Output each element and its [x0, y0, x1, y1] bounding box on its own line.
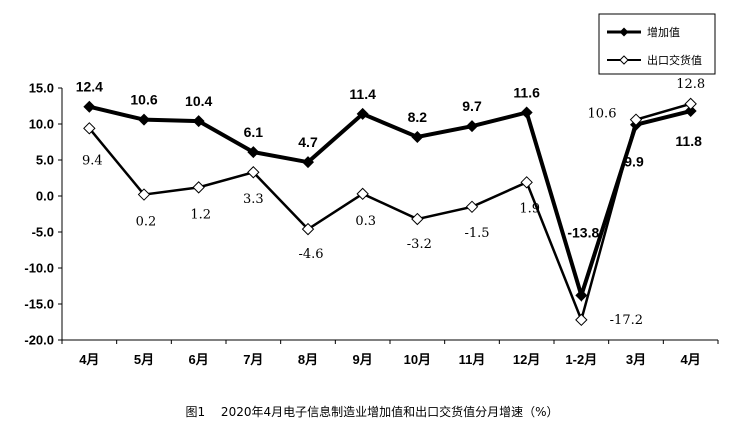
series-2-point — [137, 188, 151, 201]
series-2-data-label: 10.6 — [588, 107, 617, 122]
legend-box — [598, 13, 716, 75]
y-tick-label: -5.0 — [32, 225, 54, 240]
y-tick-label: 0.0 — [36, 189, 54, 204]
x-tick-label: 11月 — [459, 352, 486, 367]
y-tick-label: -20.0 — [24, 333, 54, 348]
series-1-data-label: 10.4 — [185, 93, 212, 109]
series-2-point — [684, 97, 697, 111]
legend-marker-series-2 — [619, 55, 629, 65]
series-2-point — [465, 200, 479, 214]
y-tick-label: 15.0 — [29, 81, 54, 96]
x-tick-label: 4月 — [681, 352, 701, 367]
series-2-point — [247, 166, 260, 179]
series-1-point — [575, 289, 588, 302]
series-2-data-label: 0.2 — [136, 215, 157, 230]
x-tick-label: 5月 — [134, 352, 154, 367]
x-tick-label: 12月 — [513, 352, 540, 367]
series-1-point — [138, 113, 150, 126]
series-1-data-label: 4.7 — [298, 134, 318, 150]
series-2-data-label: -4.6 — [298, 247, 323, 262]
series-1-data-label: 11.6 — [513, 84, 540, 100]
legend-label-series-1: 增加值 — [647, 25, 680, 39]
series-1-data-label: 12.4 — [76, 79, 103, 95]
series-2-point — [192, 181, 205, 194]
x-tick-label: 7月 — [243, 352, 263, 367]
x-tick-label: 9月 — [353, 352, 373, 367]
series-1-data-label: 11.8 — [675, 133, 702, 149]
series-1-point — [684, 105, 697, 118]
series-1-point — [411, 130, 424, 143]
series-1-point — [247, 146, 260, 159]
series-2-point — [520, 176, 533, 189]
series-2-point — [575, 313, 588, 327]
series-1-point — [302, 156, 314, 169]
series-2-point — [629, 113, 643, 126]
y-tick-label: -10.0 — [24, 261, 54, 276]
series-1-data-label: 8.2 — [408, 109, 428, 125]
legend-label-series-2: 出口交货值 — [647, 53, 702, 67]
series-2-data-label: 1.9 — [519, 201, 540, 216]
series-1-point — [192, 115, 205, 128]
y-tick-label: -15.0 — [24, 297, 54, 312]
series-line-1 — [88, 104, 692, 303]
series-2-point — [301, 222, 315, 236]
series-2-data-label: 12.8 — [676, 77, 705, 92]
series-2-data-label: 0.3 — [355, 214, 376, 229]
series-1-point — [466, 120, 478, 133]
x-tick-label: 3月 — [626, 352, 646, 367]
series-2-data-label: -3.2 — [407, 237, 432, 252]
series-2-data-label: -17.2 — [610, 313, 643, 328]
series-1-point — [356, 107, 369, 120]
series-1-data-label: 9.9 — [624, 154, 644, 170]
series-2-point — [83, 122, 96, 135]
series-1-data-label: 10.6 — [130, 92, 157, 108]
series-2-point — [411, 212, 424, 226]
y-tick-label: 5.0 — [36, 153, 54, 168]
y-tick-label: 10.0 — [29, 117, 54, 132]
series-line-2 — [88, 102, 692, 324]
series-2-point — [356, 187, 369, 201]
series-2-data-label: 3.3 — [243, 192, 264, 207]
x-tick-label: 8月 — [298, 352, 318, 367]
series-2-data-label: -1.5 — [464, 226, 489, 241]
x-tick-label: 4月 — [79, 352, 99, 367]
series-1-data-label: 11.4 — [349, 86, 376, 102]
x-tick-label: 6月 — [189, 352, 209, 367]
legend: 增加值 出口交货值 — [598, 13, 716, 75]
series-2-data-label: 1.2 — [190, 207, 211, 222]
legend-marker-series-1 — [619, 27, 629, 37]
series-1-data-label: -13.8 — [567, 224, 599, 240]
figure-caption: 图1 2020年4月电子信息制造业增加值和出口交货值分月增速（%） — [185, 404, 558, 419]
series-1-data-label: 9.7 — [462, 98, 482, 114]
series-1-data-label: 6.1 — [244, 124, 264, 140]
series-2-data-label: 9.4 — [82, 153, 103, 168]
x-tick-label: 1-2月 — [565, 352, 597, 367]
series-1-point — [83, 100, 96, 113]
series-1-point — [520, 106, 533, 119]
x-tick-label: 10月 — [404, 352, 431, 367]
